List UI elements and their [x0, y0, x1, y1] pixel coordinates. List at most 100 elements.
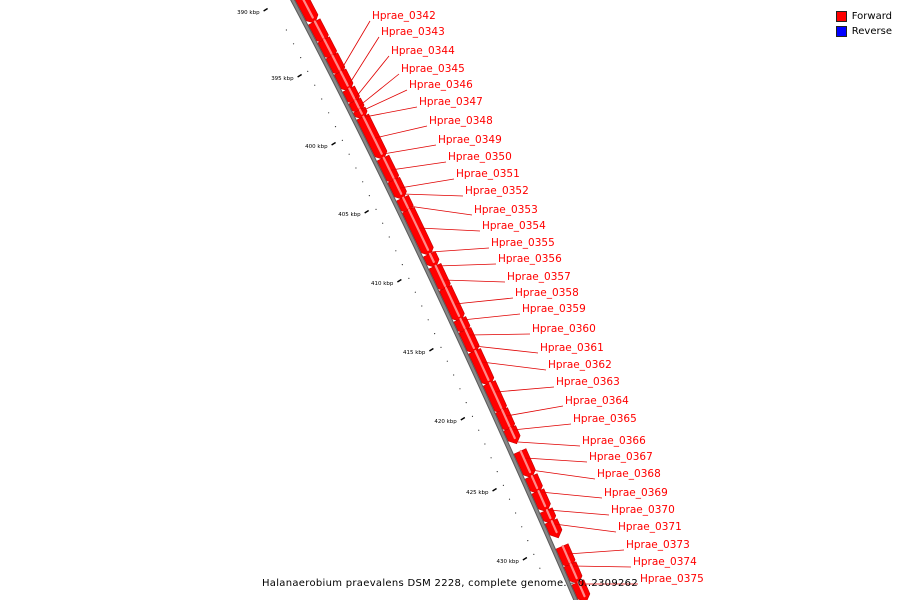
backbone-layer — [290, 0, 579, 600]
minor-tick — [545, 581, 547, 583]
leader-line — [443, 279, 506, 283]
gene-highlight — [464, 328, 475, 350]
gene-label: Hprae_0343 — [381, 26, 445, 38]
tick-label: 425 kbp — [466, 490, 489, 496]
legend-label-reverse: Reverse — [851, 26, 892, 37]
tick-label: 420 kbp — [434, 419, 457, 425]
gene-label: Hprae_0367 — [589, 451, 653, 463]
minor-tick — [341, 139, 343, 141]
minor-tick — [307, 70, 309, 72]
gene-label: Hprae_0354 — [482, 220, 546, 232]
minor-tick — [300, 57, 302, 59]
gene-label: Hprae_0368 — [597, 468, 661, 480]
leader-line — [454, 297, 514, 305]
leader-line — [530, 469, 596, 480]
major-tick — [297, 73, 302, 78]
leader-line — [408, 205, 473, 216]
gene-highlight — [428, 252, 435, 263]
gene-label: Hprae_0365 — [573, 413, 637, 425]
leader-line — [364, 106, 418, 118]
tick-label: 415 kbp — [403, 350, 426, 356]
tick-label: 410 kbp — [371, 281, 394, 287]
minor-tick — [382, 222, 384, 224]
leader-line — [375, 125, 428, 139]
major-tick — [522, 556, 528, 561]
gene-label: Hprae_0375 — [640, 573, 704, 585]
minor-tick — [368, 195, 370, 197]
gene-highlight — [561, 545, 571, 564]
major-tick — [331, 141, 336, 146]
gene-highlight — [339, 70, 349, 87]
gene-highlight — [459, 317, 466, 330]
gene-label: Hprae_0369 — [604, 487, 668, 499]
gene-layer — [295, 0, 591, 600]
major-tick — [492, 487, 497, 492]
reverse-swatch-icon — [835, 26, 847, 37]
gene-label: Hprae_0355 — [491, 237, 555, 249]
minor-tick — [414, 291, 416, 293]
gene-highlight — [530, 474, 539, 490]
minor-tick — [453, 374, 455, 376]
minor-tick — [421, 305, 423, 307]
minor-tick — [375, 208, 377, 210]
minor-tick — [395, 250, 397, 252]
minor-tick — [446, 360, 448, 362]
minor-tick — [502, 484, 504, 486]
minor-tick — [515, 512, 517, 514]
gene-highlight — [577, 581, 586, 598]
minor-tick — [539, 567, 541, 569]
tick-label: 430 kbp — [496, 559, 519, 565]
major-tick — [364, 209, 370, 214]
gene-label: Hprae_0360 — [532, 323, 596, 335]
minor-tick — [484, 443, 486, 445]
minor-tick — [496, 471, 498, 473]
major-tick — [263, 7, 268, 12]
gene-highlight — [407, 208, 430, 251]
legend: Forward Reverse — [835, 9, 892, 39]
leader-line — [517, 441, 581, 447]
backbone-line — [291, 0, 578, 600]
gene-highlight — [354, 99, 360, 109]
minor-tick — [292, 43, 295, 45]
minor-tick — [362, 181, 364, 183]
major-tick — [397, 278, 402, 283]
gene-label: Hprae_0352 — [465, 185, 529, 197]
gene-highlight — [331, 54, 341, 71]
tick-label: 390 kbp — [237, 10, 260, 16]
gene-label: Hprae_0359 — [522, 303, 586, 315]
gene-label: Hprae_0346 — [409, 79, 473, 91]
gene-label: Hprae_0363 — [556, 376, 620, 388]
gene-highlight — [393, 178, 403, 195]
gene-highlight — [509, 426, 516, 440]
gene-label: Hprae_0357 — [507, 271, 571, 283]
minor-tick — [471, 415, 474, 417]
gene-label: Hprae_0362 — [548, 359, 612, 371]
gene-highlight — [545, 509, 552, 520]
leader-line — [474, 345, 539, 354]
minor-tick — [490, 457, 492, 459]
leader-line — [402, 193, 464, 197]
gene-highlight — [313, 20, 325, 39]
leader-line — [340, 20, 371, 71]
minor-tick — [321, 98, 323, 100]
gene-arrow — [423, 250, 440, 268]
gene-label: Hprae_0345 — [401, 63, 465, 75]
tick-label: 405 kbp — [338, 212, 361, 218]
leader-line — [540, 491, 603, 499]
minor-tick — [533, 553, 535, 556]
legend-label-forward: Forward — [851, 11, 892, 22]
gene-highlight — [537, 489, 547, 508]
gene-highlight — [434, 264, 447, 288]
leader-line — [506, 405, 564, 417]
tick-label: 400 kbp — [305, 144, 328, 150]
leader-line — [462, 313, 521, 321]
gene-arrow — [503, 425, 521, 445]
gene-highlight — [550, 520, 558, 534]
leader-line — [481, 361, 547, 371]
gene-highlight — [501, 408, 511, 428]
tick-layer: 390 kbp 395 kbp 400 kbp 405 kbp 410 kbp 415 k… — [237, 7, 547, 583]
minor-tick — [440, 346, 442, 348]
gene-highlight — [488, 381, 503, 410]
gene-highlight — [444, 286, 461, 318]
minor-tick — [459, 388, 461, 390]
